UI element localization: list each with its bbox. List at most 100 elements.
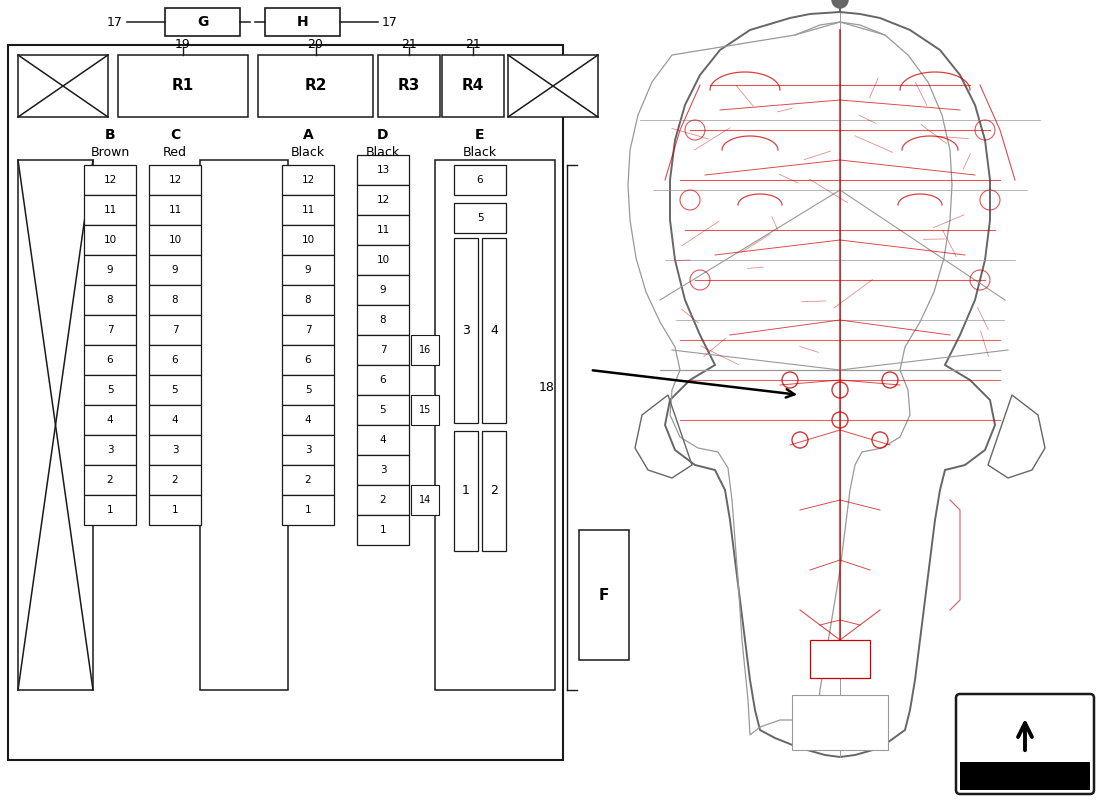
Text: Black: Black: [290, 146, 326, 159]
Text: A: A: [302, 128, 313, 142]
Bar: [454, 431, 478, 551]
Bar: [148, 285, 201, 315]
Text: Black: Black: [366, 146, 400, 159]
Bar: [84, 225, 136, 255]
Text: 1: 1: [462, 485, 470, 498]
Bar: [454, 165, 506, 195]
Text: 2: 2: [172, 475, 178, 485]
Text: 11: 11: [301, 205, 315, 215]
Text: 7: 7: [172, 325, 178, 335]
Text: H: H: [297, 15, 308, 29]
Bar: [18, 55, 108, 117]
Text: R3: R3: [398, 78, 420, 94]
Text: Red: Red: [163, 146, 187, 159]
Bar: [482, 238, 506, 423]
Text: G: G: [197, 15, 208, 29]
Bar: [84, 405, 136, 435]
Text: 14: 14: [419, 495, 431, 505]
Bar: [282, 375, 334, 405]
Text: 10: 10: [301, 235, 315, 245]
Text: 4: 4: [107, 415, 113, 425]
Text: 6: 6: [107, 355, 113, 365]
Bar: [810, 640, 870, 678]
Bar: [84, 165, 136, 195]
Bar: [282, 495, 334, 525]
Bar: [579, 530, 629, 660]
Bar: [411, 335, 439, 365]
Bar: [358, 515, 409, 545]
Text: 8: 8: [107, 295, 113, 305]
Bar: [84, 375, 136, 405]
Text: 7: 7: [107, 325, 113, 335]
Text: Brown: Brown: [90, 146, 130, 159]
Bar: [358, 305, 409, 335]
Bar: [118, 55, 248, 117]
Bar: [454, 203, 506, 233]
Bar: [148, 345, 201, 375]
Circle shape: [832, 0, 848, 8]
Bar: [358, 365, 409, 395]
Text: C: C: [169, 128, 180, 142]
Bar: [148, 465, 201, 495]
Text: 5: 5: [107, 385, 113, 395]
Text: 9: 9: [379, 285, 386, 295]
Text: 3: 3: [462, 324, 470, 337]
Bar: [358, 485, 409, 515]
Text: Black: Black: [463, 146, 497, 159]
Bar: [84, 195, 136, 225]
Bar: [84, 495, 136, 525]
Bar: [358, 275, 409, 305]
Bar: [148, 375, 201, 405]
Bar: [148, 405, 201, 435]
Bar: [411, 395, 439, 425]
Text: B: B: [104, 128, 116, 142]
Text: R2: R2: [305, 78, 327, 94]
Text: 11: 11: [376, 225, 389, 235]
Bar: [378, 55, 440, 117]
Text: 7: 7: [379, 345, 386, 355]
Text: 6: 6: [476, 175, 483, 185]
Text: 5: 5: [172, 385, 178, 395]
Text: 6: 6: [305, 355, 311, 365]
Text: 5: 5: [305, 385, 311, 395]
Bar: [282, 345, 334, 375]
Bar: [84, 255, 136, 285]
Bar: [282, 225, 334, 255]
Text: 10: 10: [103, 235, 117, 245]
Text: 3: 3: [305, 445, 311, 455]
Bar: [411, 485, 439, 515]
Text: 1: 1: [172, 505, 178, 515]
Text: 21: 21: [402, 38, 417, 51]
Bar: [282, 465, 334, 495]
Bar: [358, 155, 409, 185]
Text: 9: 9: [305, 265, 311, 275]
Text: 16: 16: [419, 345, 431, 355]
Text: 2: 2: [305, 475, 311, 485]
Text: 15: 15: [419, 405, 431, 415]
Bar: [148, 225, 201, 255]
Bar: [358, 395, 409, 425]
Bar: [508, 55, 598, 117]
Bar: [358, 455, 409, 485]
Bar: [148, 255, 201, 285]
Text: 2: 2: [491, 485, 498, 498]
Bar: [358, 245, 409, 275]
Text: 10: 10: [376, 255, 389, 265]
Text: 11: 11: [103, 205, 117, 215]
Bar: [454, 238, 478, 423]
Text: 18: 18: [539, 381, 556, 394]
Text: 4: 4: [379, 435, 386, 445]
Text: 6: 6: [379, 375, 386, 385]
Text: 17: 17: [107, 15, 123, 29]
Bar: [282, 285, 334, 315]
Text: 3: 3: [172, 445, 178, 455]
Bar: [282, 315, 334, 345]
Text: 3: 3: [107, 445, 113, 455]
Text: 21: 21: [465, 38, 481, 51]
Text: 17: 17: [382, 15, 398, 29]
Text: 10: 10: [168, 235, 182, 245]
Text: 2: 2: [107, 475, 113, 485]
Text: 12: 12: [376, 195, 389, 205]
Bar: [84, 435, 136, 465]
Text: 4: 4: [491, 324, 498, 337]
